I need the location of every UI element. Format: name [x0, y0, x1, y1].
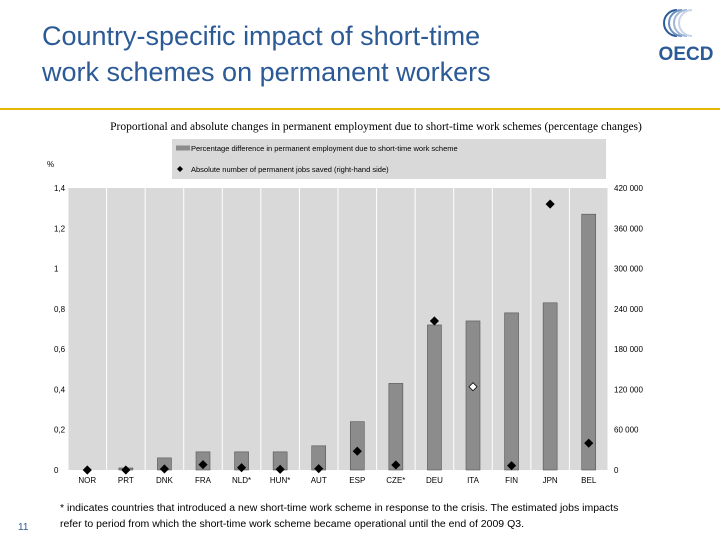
legend-marker-label: Absolute number of permanent jobs saved … — [191, 165, 389, 174]
y-unit-label: % — [47, 160, 54, 169]
right-tick-label: 0 — [614, 466, 619, 475]
category-label: HUN* — [270, 476, 290, 485]
marker-FRA — [198, 460, 208, 470]
left-tick-label: 1,2 — [54, 224, 66, 233]
left-tick-label: 0,2 — [54, 426, 66, 435]
bar-DEU — [427, 324, 442, 471]
footnote: * indicates countries that introduced a … — [60, 500, 680, 532]
right-tick-label: 360 000 — [614, 224, 643, 233]
marker-DEU — [429, 316, 439, 326]
title-rule — [0, 108, 720, 110]
title-line-1: Country-specific impact of short-time — [42, 21, 481, 51]
bar-CZE* — [388, 383, 404, 471]
slide-title: Country-specific impact of short-time wo… — [42, 18, 642, 90]
legend-marker-icon — [177, 166, 183, 172]
category-label: PRT — [118, 476, 134, 485]
right-tick-label: 120 000 — [614, 385, 643, 394]
category-label: ITA — [467, 476, 480, 485]
bar-BEL — [581, 213, 597, 471]
chart: Percentage difference in permanent emplo… — [47, 139, 643, 485]
category-label: NOR — [78, 476, 96, 485]
marker-PRT — [121, 465, 131, 475]
legend-bar-label: Percentage difference in permanent emplo… — [191, 144, 458, 153]
marker-NLD* — [237, 463, 247, 473]
page-number: 11 — [18, 522, 29, 533]
legend-box — [172, 139, 606, 179]
right-tick-label: 300 000 — [614, 265, 643, 274]
chart-title: Proportional and absolute changes in per… — [110, 121, 642, 133]
marker-NOR — [82, 465, 92, 475]
category-label: ESP — [349, 476, 365, 485]
category-label: DEU — [426, 476, 443, 485]
marker-DNK — [159, 464, 169, 474]
marker-JPN — [545, 199, 555, 209]
marker-FIN — [507, 461, 517, 471]
marker-CZE* — [391, 460, 401, 470]
footnote-line-1: * indicates countries that introduced a … — [60, 502, 619, 514]
right-tick-label: 420 000 — [614, 184, 643, 193]
category-label: JPN — [543, 476, 558, 485]
category-label: FIN — [505, 476, 518, 485]
left-tick-label: 0,4 — [54, 385, 66, 394]
marker-HUN* — [275, 464, 285, 474]
right-tick-label: 60 000 — [614, 426, 639, 435]
marker-AUT — [314, 464, 324, 474]
left-tick-label: 0,6 — [54, 345, 66, 354]
category-label: DNK — [156, 476, 174, 485]
left-tick-label: 0 — [54, 466, 59, 475]
bar-FIN — [504, 312, 519, 471]
marker-ITA — [468, 382, 478, 392]
bar-ESP — [349, 421, 365, 471]
category-label: BEL — [581, 476, 597, 485]
bar-JPN — [542, 302, 558, 471]
logo-text: OECD — [659, 44, 714, 64]
category-label: AUT — [311, 476, 327, 485]
marker-ESP — [352, 446, 362, 456]
left-tick-label: 1,4 — [54, 184, 66, 193]
left-tick-label: 1 — [54, 265, 59, 274]
oecd-logo: OECD — [659, 9, 714, 64]
left-tick-label: 0,8 — [54, 305, 66, 314]
footnote-line-2: refer to period from which the short-tim… — [60, 518, 524, 530]
marker-BEL — [584, 438, 594, 448]
right-tick-label: 180 000 — [614, 345, 643, 354]
category-label: FRA — [195, 476, 212, 485]
bar-ITA — [465, 320, 481, 471]
category-label: NLD* — [232, 476, 251, 485]
category-label: CZE* — [386, 476, 405, 485]
right-tick-label: 240 000 — [614, 305, 643, 314]
title-line-2: work schemes on permanent workers — [42, 57, 491, 87]
